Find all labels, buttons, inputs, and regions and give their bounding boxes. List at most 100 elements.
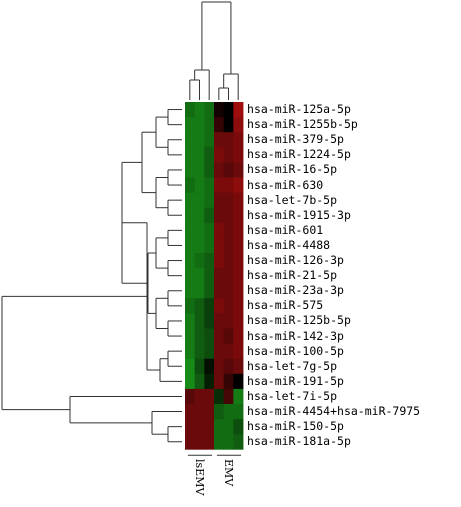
heatmap-cell (214, 328, 225, 344)
heatmap-cell (233, 419, 244, 435)
heatmap-cell (194, 268, 205, 284)
column-group-label: lsEMV (192, 459, 206, 496)
row-label: hsa-miR-23a-3p (247, 283, 344, 298)
heatmap-cell (223, 268, 234, 284)
heatmap-cell (223, 404, 234, 420)
row-label: hsa-miR-125a-5p (247, 102, 351, 117)
heatmap-cell (194, 343, 205, 360)
heatmap-cell (233, 117, 244, 133)
heatmap-cell (214, 192, 225, 209)
heatmap-cell (204, 117, 215, 133)
heatmap-cell (214, 298, 225, 314)
heatmap-cell (204, 207, 215, 224)
heatmap-cell (204, 419, 215, 435)
heatmap-cell (194, 102, 205, 118)
heatmap-cell (185, 147, 196, 163)
heatmap-cell (233, 207, 244, 224)
heatmap-cell (233, 283, 244, 299)
heatmap-cell (214, 177, 225, 193)
heatmap-cell (204, 343, 215, 360)
heatmap-cell (233, 404, 244, 420)
row-label: hsa-let-7i-5p (247, 388, 338, 403)
heatmap-cell (204, 147, 215, 163)
heatmap-cell (204, 373, 215, 390)
heatmap-cell (214, 207, 225, 224)
heatmap-cell (185, 253, 196, 269)
heatmap-cell (223, 388, 234, 405)
row-label: hsa-miR-1224-5p (247, 147, 351, 162)
heatmap-cell (185, 404, 196, 420)
heatmap-cell (233, 343, 244, 360)
heatmap-cell (185, 358, 196, 375)
heatmap-cell (223, 298, 234, 314)
heatmap-cell (204, 388, 215, 405)
row-label: hsa-miR-125b-5p (247, 313, 351, 328)
heatmap-cell (233, 147, 244, 163)
heatmap-cell (194, 253, 205, 269)
heatmap-cell (185, 298, 196, 314)
heatmap-cell (204, 328, 215, 344)
heatmap-cell (185, 192, 196, 209)
row-label: hsa-miR-1915-3p (247, 207, 351, 222)
heatmap-cell (204, 404, 215, 420)
heatmap-cell (223, 328, 234, 344)
row-label: hsa-miR-4454+hsa-miR-7975 (247, 404, 421, 419)
heatmap-cell (214, 222, 225, 239)
heatmap-cell (214, 358, 225, 375)
heatmap-cell (214, 253, 225, 269)
row-label: hsa-miR-126-3p (247, 253, 344, 268)
heatmap-cell (185, 343, 196, 360)
heatmap-cell (223, 132, 234, 148)
heatmap-cell (204, 283, 215, 299)
heatmap-cell (185, 419, 196, 435)
heatmap-cell (223, 373, 234, 390)
heatmap-cell (223, 117, 234, 133)
row-label: hsa-miR-142-3p (247, 328, 344, 343)
heatmap-cell (214, 147, 225, 163)
heatmap-cell (194, 328, 205, 344)
heatmap-cell (194, 117, 205, 133)
heatmap-cell (214, 162, 225, 178)
heatmap-cell (204, 102, 215, 118)
heatmap-cell (223, 177, 234, 193)
row-label: hsa-miR-575 (247, 298, 324, 313)
heatmap-cell (194, 358, 205, 375)
heatmap-cell (194, 207, 205, 224)
heatmap-cell (185, 268, 196, 284)
row-label: hsa-miR-100-5p (247, 343, 344, 358)
heatmap-cell (185, 162, 196, 178)
heatmap-cell (233, 102, 244, 118)
heatmap-cell (223, 147, 234, 163)
heatmap-cell (214, 102, 225, 118)
row-label: hsa-miR-150-5p (247, 419, 344, 434)
heatmap-cell (204, 162, 215, 178)
heatmap-cell (214, 313, 225, 329)
heatmap-cell (223, 419, 234, 435)
heatmap-cell (185, 434, 196, 450)
heatmap-cell (204, 177, 215, 193)
heatmap-cell (194, 177, 205, 193)
heatmap-cell (233, 132, 244, 148)
heatmap-cell (214, 373, 225, 390)
heatmap-cell (233, 237, 244, 254)
heatmap-cell (233, 177, 244, 193)
heatmap-cell (194, 388, 205, 405)
row-label: hsa-miR-191-5p (247, 373, 344, 388)
heatmap-cell (185, 117, 196, 133)
heatmap-cell (214, 419, 225, 435)
heatmap-cell (204, 313, 215, 329)
row-label: hsa-let-7g-5p (247, 358, 338, 373)
heatmap-cell (223, 162, 234, 178)
heatmap-cell (185, 222, 196, 239)
row-label: hsa-let-7b-5p (247, 192, 338, 207)
heatmap-cell (233, 268, 244, 284)
heatmap-cell (194, 147, 205, 163)
heatmap-cell (233, 162, 244, 178)
heatmap-cell (194, 434, 205, 450)
heatmap-cell (223, 237, 234, 254)
heatmap-cell (185, 313, 196, 329)
heatmap-cell (194, 373, 205, 390)
heatmap-cell (204, 298, 215, 314)
column-group-label: EMV (221, 459, 235, 487)
